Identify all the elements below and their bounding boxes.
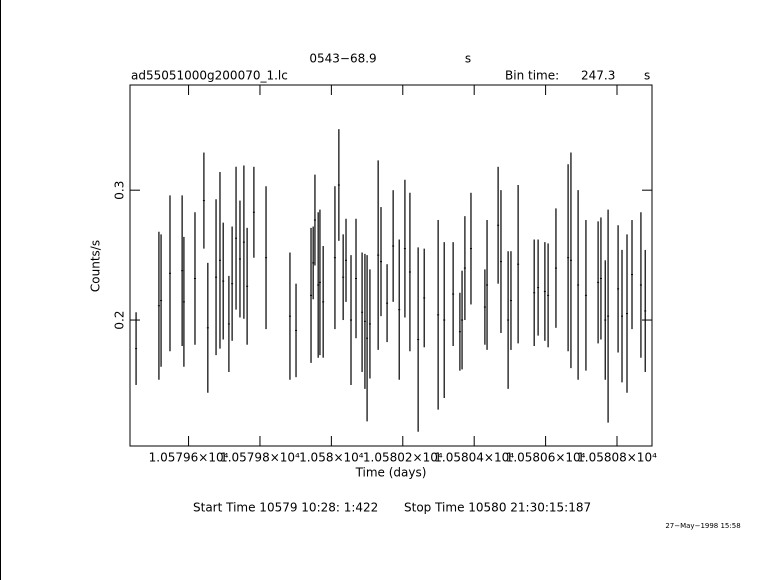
x-tick-label: 1.05798×10⁴	[220, 451, 300, 465]
y-axis-label: Counts/s	[89, 240, 103, 292]
y-tick-label: 0.2	[113, 310, 127, 329]
source-file: ad55051000g200070_1.lc	[131, 69, 288, 83]
x-tick-label: 1.058×10⁴	[299, 451, 364, 465]
x-tick-label: 1.05806×10⁴	[506, 451, 586, 465]
chart-title: 0543−68.9	[309, 52, 376, 66]
stop-time: Stop Time 10580 21:30:15:187	[404, 501, 591, 515]
bin-time-label: Bin time:	[505, 69, 559, 83]
bin-time-unit: s	[644, 69, 650, 83]
plot-frame	[129, 84, 653, 447]
x-axis-label: Time (days)	[355, 466, 427, 480]
x-tick-label: 1.05802×10⁴	[363, 451, 443, 465]
y-tick-label: 0.3	[113, 181, 127, 200]
x-tick-label: 1.05808×10⁴	[577, 451, 657, 465]
bin-time: 247.3	[581, 69, 615, 83]
x-tick-label: 1.05804×10⁴	[434, 451, 514, 465]
start-time: Start Time 10579 10:28: 1:422	[193, 501, 378, 515]
title-unit: s	[465, 52, 471, 66]
x-tick-label: 1.05796×10⁴	[149, 451, 229, 465]
timestamp: 27−May−1998 15:58	[665, 522, 740, 530]
